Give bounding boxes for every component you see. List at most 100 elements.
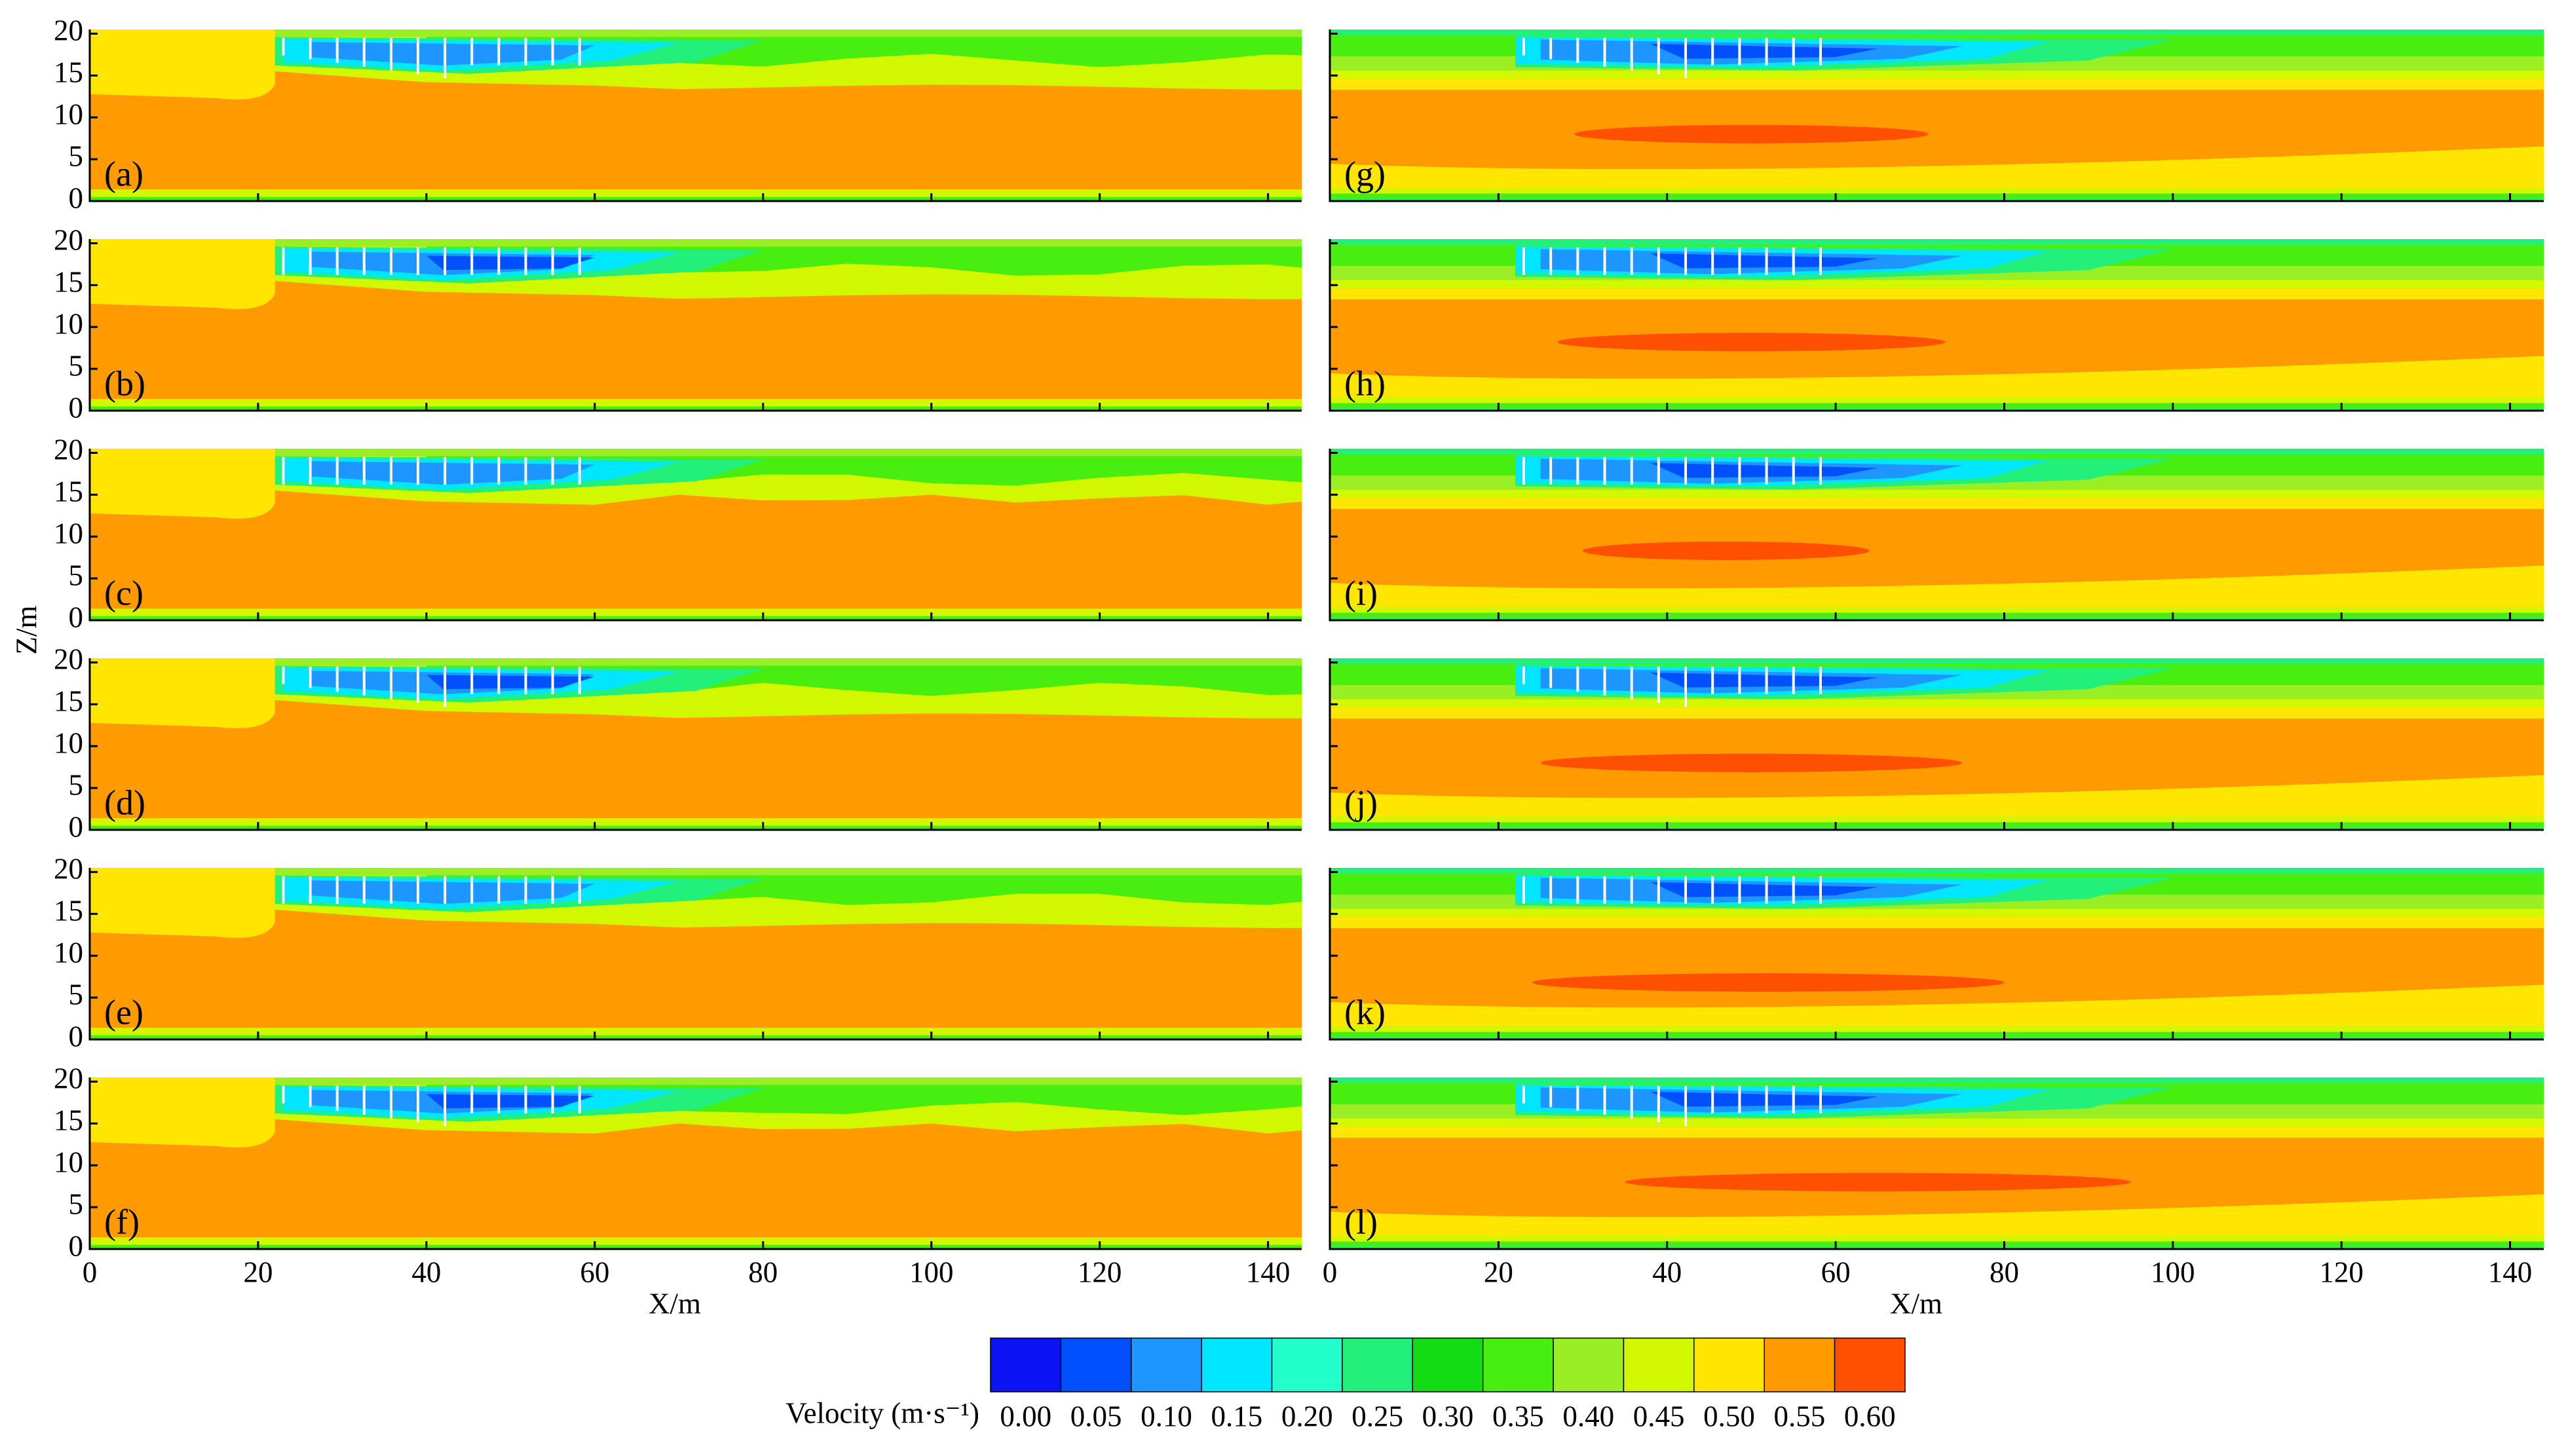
- contour-field: [1330, 868, 2544, 1039]
- jet-core: [1540, 753, 1963, 772]
- x-tick-label: 120: [2319, 1256, 2364, 1288]
- panel-label: (i): [1344, 574, 1378, 613]
- lower-layer: [1330, 397, 2544, 403]
- lower-layer: [1330, 607, 2544, 613]
- colorbar-tick-label: 0.50: [1703, 1400, 1755, 1432]
- panel-label: (k): [1344, 993, 1386, 1032]
- contour-field: [90, 1077, 1302, 1249]
- y-tick-label: 0: [69, 601, 84, 633]
- colorbar-tick-label: 0.30: [1422, 1400, 1474, 1432]
- colorbar-label: Velocity (m·s⁻¹): [785, 1396, 979, 1429]
- panel-label: (e): [104, 993, 143, 1032]
- upper-layer: [1330, 658, 2544, 664]
- bottom-layer: [90, 825, 1302, 830]
- bottom-layer: [90, 1244, 1302, 1249]
- bottom-layer: [90, 406, 1302, 411]
- wake: [309, 42, 595, 65]
- upper-layer: [1330, 498, 2544, 510]
- upper-layer: [1330, 1077, 2544, 1083]
- jet-core: [1574, 124, 1929, 143]
- colorbar-tick-label: 0.55: [1774, 1400, 1826, 1432]
- y-tick-label: 10: [54, 937, 83, 969]
- lower-layer: [1330, 403, 2544, 409]
- colorbar-swatch: [1764, 1337, 1836, 1392]
- y-tick-label: 10: [54, 727, 83, 760]
- colorbar-swatch: [990, 1337, 1062, 1392]
- colorbar-swatch: [1131, 1337, 1202, 1392]
- x-tick-label: 60: [580, 1256, 609, 1288]
- x-axis-label: X/m: [1890, 1287, 1942, 1320]
- x-axis-label: X/m: [649, 1287, 701, 1320]
- upper-layer: [1330, 868, 2544, 874]
- panel-label: (g): [1344, 155, 1386, 194]
- lower-layer: [1330, 984, 2544, 1026]
- y-tick-label: 5: [69, 140, 84, 172]
- y-tick-label: 20: [54, 1062, 83, 1095]
- contour-field: [90, 239, 1302, 411]
- y-tick-label: 0: [69, 810, 84, 843]
- colorbar-swatch: [1693, 1337, 1765, 1392]
- y-tick-label: 10: [54, 98, 83, 131]
- x-tick-label: 80: [1990, 1256, 2019, 1288]
- y-tick-label: 15: [54, 1104, 83, 1137]
- lower-layer: [1330, 612, 2544, 618]
- colorbar-tick-label: 0.20: [1281, 1400, 1333, 1432]
- bottom-layer: [90, 1035, 1302, 1039]
- inflow-region: [90, 658, 275, 728]
- panel-label: (l): [1344, 1203, 1378, 1242]
- upper-layer: [1330, 239, 2544, 245]
- panel-label: (a): [104, 155, 143, 194]
- contour-field: [90, 29, 1302, 201]
- x-tick-label: 140: [2488, 1256, 2533, 1288]
- upper-layer: [1330, 1127, 2544, 1138]
- upper-layer: [1330, 79, 2544, 90]
- upper-layer: [1330, 908, 2544, 918]
- y-tick-label: 0: [69, 181, 84, 214]
- colorbar-swatch: [1271, 1337, 1343, 1392]
- colorbar-tick-label: 0.10: [1141, 1400, 1192, 1432]
- y-tick-label: 5: [69, 1187, 84, 1220]
- x-tick-label: 0: [83, 1256, 98, 1288]
- lower-layer: [1330, 822, 2544, 828]
- upper-layer: [1330, 280, 2544, 289]
- contour-field: [1330, 449, 2544, 620]
- contour-field: [90, 868, 1302, 1039]
- colorbar-swatch: [1060, 1337, 1132, 1392]
- colorbar-tick-label: 0.35: [1492, 1400, 1544, 1432]
- y-tick-label: 0: [69, 1229, 84, 1262]
- colorbar-swatch: [1553, 1337, 1625, 1392]
- contour-field: [1330, 29, 2544, 201]
- lower-layer: [1330, 356, 2544, 398]
- colorbar-swatch: [1482, 1337, 1554, 1392]
- lower-layer: [1330, 1241, 2544, 1247]
- y-tick-label: 5: [69, 559, 84, 591]
- jet-core: [1557, 333, 1946, 352]
- x-tick-label: 20: [1484, 1256, 1513, 1288]
- lower-layer: [1330, 408, 2544, 411]
- y-tick-label: 15: [54, 476, 83, 508]
- lower-layer: [1330, 146, 2544, 188]
- y-tick-label: 10: [54, 308, 83, 341]
- panel-label: (b): [104, 364, 145, 403]
- wake: [309, 880, 595, 904]
- inflow-region: [90, 1077, 275, 1148]
- panel-label: (h): [1344, 364, 1386, 403]
- colorbar-swatch: [1834, 1337, 1906, 1392]
- x-tick-label: 100: [909, 1256, 954, 1288]
- colorbar-tick-label: 0.05: [1070, 1400, 1122, 1432]
- lower-layer: [1330, 1246, 2544, 1249]
- upper-layer: [1330, 699, 2544, 708]
- lower-layer: [1330, 1194, 2544, 1236]
- lower-layer: [1330, 565, 2544, 607]
- colorbar-tick-label: 0.15: [1211, 1400, 1262, 1432]
- panel-label: (f): [104, 1203, 140, 1242]
- colorbar-swatch: [1201, 1337, 1273, 1392]
- y-tick-label: 10: [54, 517, 83, 550]
- inflow-region: [90, 29, 275, 100]
- upper-layer: [1330, 29, 2544, 35]
- bottom-layer: [90, 196, 1302, 201]
- bottom-layer: [90, 616, 1302, 620]
- colorbar-swatch: [1412, 1337, 1484, 1392]
